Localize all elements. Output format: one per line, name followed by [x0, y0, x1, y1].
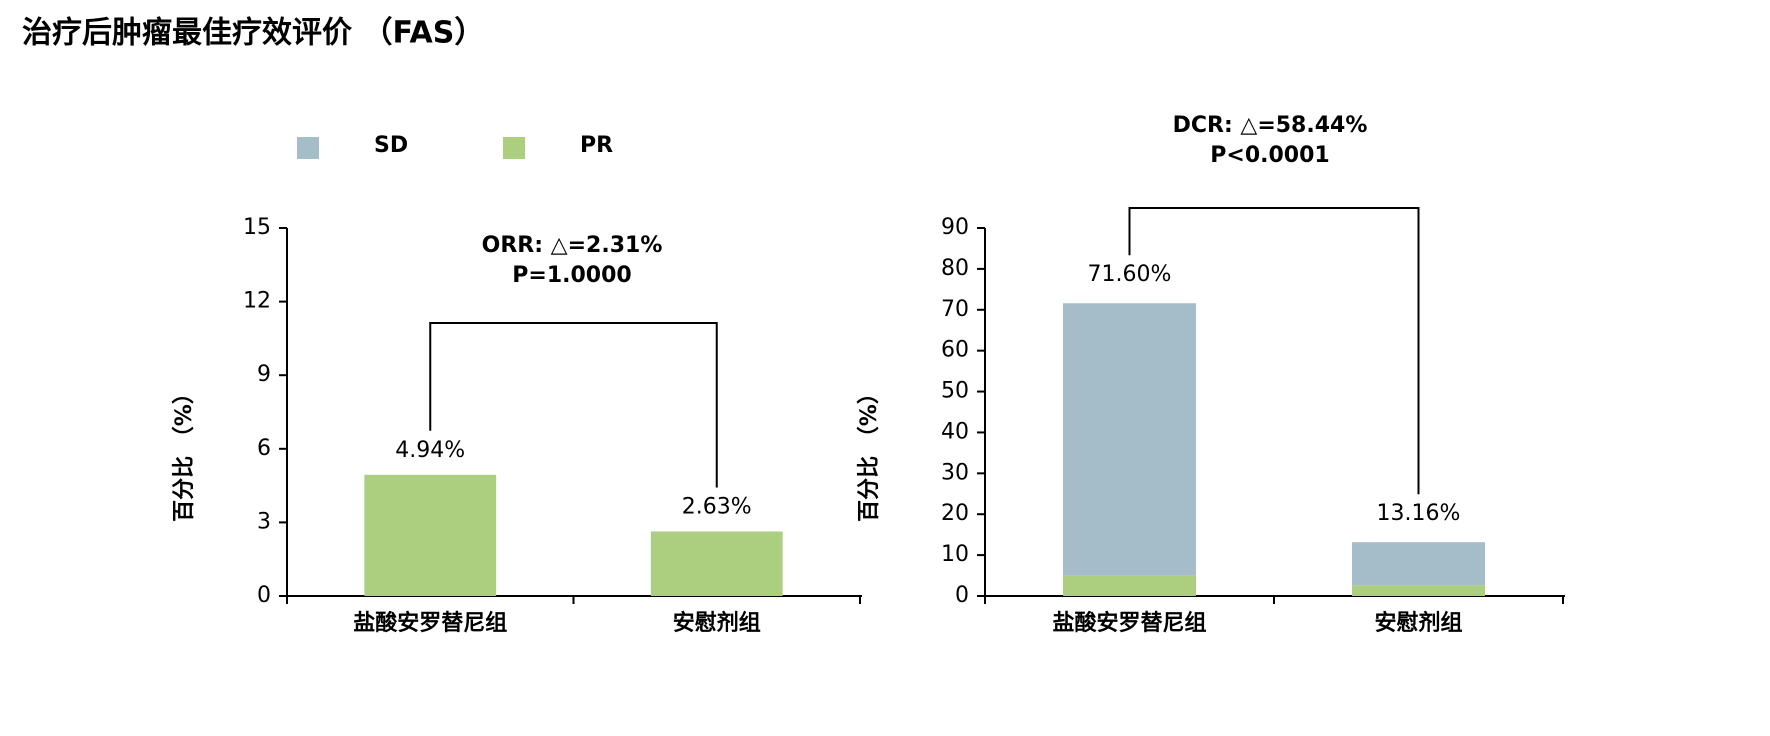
y-tick-label: 6 [257, 436, 271, 461]
bracket [1128, 207, 1420, 495]
y-tick-label: 3 [257, 509, 271, 534]
y-tick-label: 0 [257, 583, 271, 608]
annotation: P<0.0001 [1210, 143, 1329, 168]
y-axis-label: 百分比 （%） [857, 382, 882, 522]
y-tick-label: 70 [941, 297, 969, 322]
x-tick-label: 盐酸安罗替尼组 [1052, 610, 1206, 636]
y-tick-label: 0 [955, 583, 969, 608]
x-tick-label: 安慰剂组 [1374, 610, 1462, 636]
x-tick-label: 盐酸安罗替尼组 [353, 610, 507, 636]
annotation: ORR: △=2.31% [482, 233, 663, 258]
value-label: 2.63% [682, 494, 752, 519]
y-tick-label: 40 [941, 419, 969, 444]
legend-label: SD [374, 133, 408, 158]
bar [1352, 585, 1485, 596]
y-tick-label: 60 [941, 338, 969, 363]
y-tick-label: 80 [941, 256, 969, 281]
y-tick-label: 9 [257, 362, 271, 387]
legend-swatch [503, 137, 525, 159]
y-tick-label: 15 [243, 215, 271, 240]
y-tick-label: 12 [243, 289, 271, 314]
y-tick-label: 20 [941, 501, 969, 526]
page-title: 治疗后肿瘤最佳疗效评价 （FAS） [22, 16, 484, 51]
y-tick-label: 90 [941, 215, 969, 240]
annotation: P=1.0000 [512, 263, 631, 288]
value-label: 4.94% [395, 438, 465, 463]
bar [1063, 575, 1196, 596]
y-tick-label: 50 [941, 379, 969, 404]
bar [1063, 303, 1196, 576]
annotation: DCR: △=58.44% [1173, 113, 1368, 138]
legend-label: PR [580, 133, 613, 158]
y-axis-label: 百分比 （%） [172, 382, 197, 522]
bar [650, 531, 783, 596]
x-tick-label: 安慰剂组 [673, 610, 761, 636]
legend-swatch [297, 137, 319, 159]
bar [364, 474, 497, 596]
total-label: 71.60% [1088, 262, 1172, 287]
total-label: 13.16% [1377, 501, 1461, 526]
y-tick-label: 30 [941, 460, 969, 485]
bar [1352, 542, 1485, 586]
bracket [429, 322, 718, 488]
y-tick-label: 10 [941, 542, 969, 567]
